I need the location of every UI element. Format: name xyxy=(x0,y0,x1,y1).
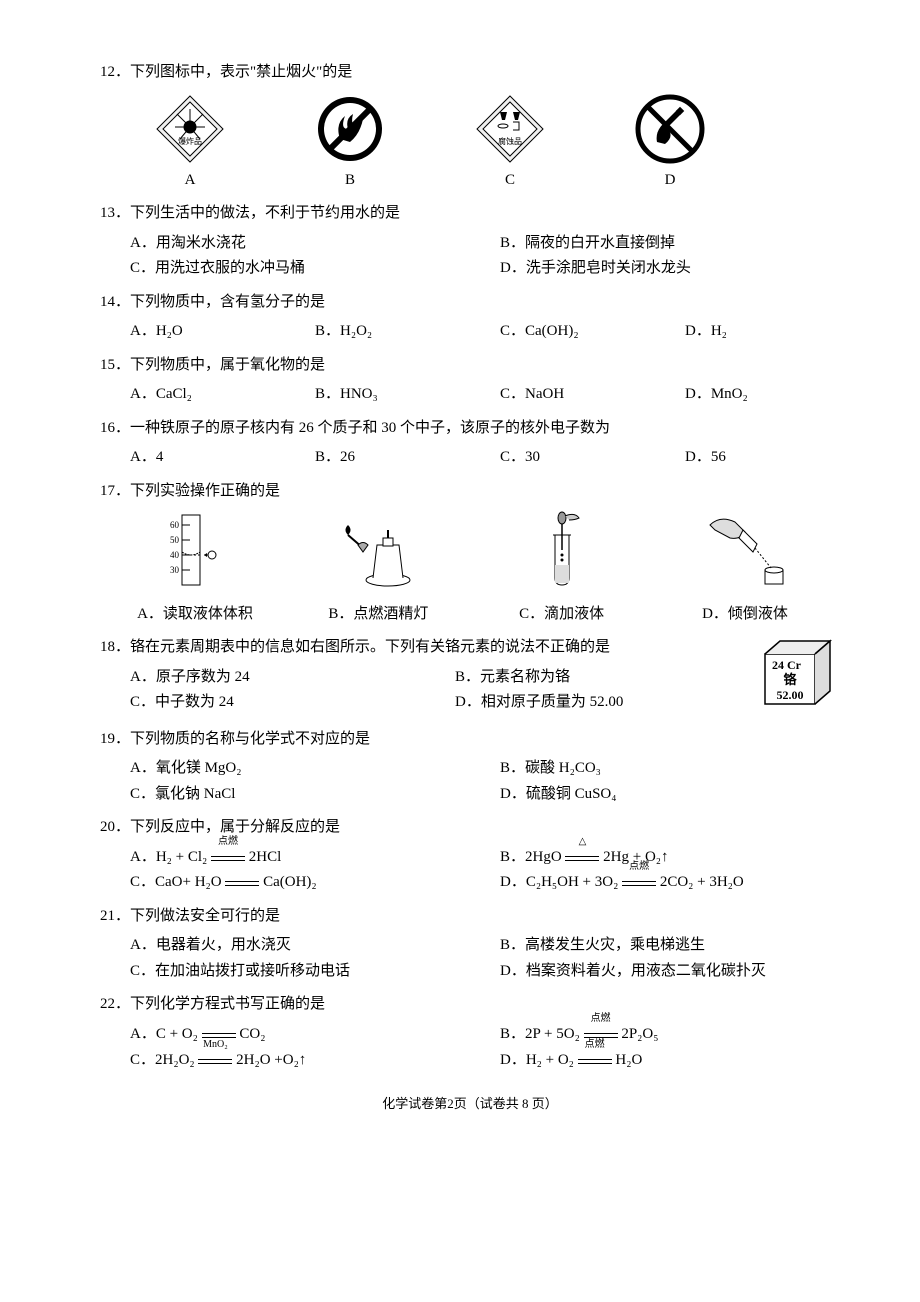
q17-img-a: 60 50 40 30 xyxy=(120,510,270,600)
q12-icon-b xyxy=(300,94,400,164)
q17-img-b xyxy=(303,510,453,600)
question-17: 17．下列实验操作正确的是 60 50 40 30 xyxy=(100,479,840,628)
q19-opt-c: C．氯化钠 NaCl xyxy=(100,782,470,808)
q22-opt-c: C．2H₂O₂ MnO₂ 2H₂O +O₂↑ xyxy=(100,1048,470,1074)
q16-opt-c: C．30 xyxy=(470,445,655,471)
q12-icons: 爆炸品 腐蚀品 xyxy=(100,94,840,164)
q21-opt-c: C．在加油站拨打或接听移动电话 xyxy=(100,959,470,985)
q22-opt-b: B．2P + 5O₂ 点燃 2P₂O₅ xyxy=(470,1022,840,1048)
question-16: 16．一种铁原子的原子核内有 26 个质子和 30 个中子，该原子的核外电子数为… xyxy=(100,416,840,471)
q14-opt-d: D．H₂ xyxy=(655,319,840,345)
q18-element-box: 24 Cr 铬 52.00 xyxy=(760,639,840,719)
q18-opt-d: D．相对原子质量为 52.00 xyxy=(425,690,750,716)
q17-opt-a: A．读取液体体积 xyxy=(120,602,270,628)
svg-text:爆炸品: 爆炸品 xyxy=(178,136,202,146)
svg-text:30: 30 xyxy=(170,565,180,575)
q22-stem: 22．下列化学方程式书写正确的是 xyxy=(100,992,840,1018)
q14-opt-c: C．Ca(OH)₂ xyxy=(470,319,655,345)
question-22: 22．下列化学方程式书写正确的是 A．C + O₂ CO₂ B．2P + 5O₂… xyxy=(100,992,840,1073)
question-13: 13．下列生活中的做法，不利于节约用水的是 A．用淘米水浇花 B．隔夜的白开水直… xyxy=(100,201,840,282)
q18-opt-c: C．中子数为 24 xyxy=(100,690,425,716)
q16-opt-b: B．26 xyxy=(285,445,470,471)
q17-opt-c: C．滴加液体 xyxy=(487,602,637,628)
q17-opt-b: B．点燃酒精灯 xyxy=(303,602,453,628)
q18-stem: 18．铬在元素周期表中的信息如右图所示。下列有关铬元素的说法不正确的是 xyxy=(100,635,750,661)
q14-opt-a: A．H₂O xyxy=(100,319,285,345)
q21-opt-b: B．高楼发生火灾，乘电梯逃生 xyxy=(470,933,840,959)
svg-text:52.00: 52.00 xyxy=(777,688,804,702)
svg-text:24 Cr: 24 Cr xyxy=(772,658,802,672)
question-14: 14．下列物质中，含有氢分子的是 A．H₂O B．H₂O₂ C．Ca(OH)₂ … xyxy=(100,290,840,345)
q12-icon-a: 爆炸品 xyxy=(140,94,240,164)
q12-label-c: C xyxy=(460,168,560,194)
q12-label-a: A xyxy=(140,168,240,194)
q12-icon-d xyxy=(620,94,720,164)
q20-opt-d: D．C₂H₅OH + 3O₂ 点燃 2CO₂ + 3H₂O xyxy=(470,870,840,896)
q17-img-c xyxy=(487,510,637,600)
q12-label-b: B xyxy=(300,168,400,194)
page-footer: 化学试卷第2页（试卷共 8 页） xyxy=(100,1093,840,1115)
q22-opt-d: D．H₂ + O₂ 点燃 H₂O xyxy=(470,1048,840,1074)
q21-opt-a: A．电器着火，用水浇灭 xyxy=(100,933,470,959)
q12-icon-c: 腐蚀品 xyxy=(460,94,560,164)
q17-opt-d: D．倾倒液体 xyxy=(670,602,820,628)
q20-opt-a: A．H₂ + Cl₂ 点燃 2HCl xyxy=(100,845,470,871)
q14-opt-b: B．H₂O₂ xyxy=(285,319,470,345)
q15-opt-a: A．CaCl₂ xyxy=(100,382,285,408)
q19-opt-b: B．碳酸 H₂CO₃ xyxy=(470,756,840,782)
q22-opt-a: A．C + O₂ CO₂ xyxy=(100,1022,470,1048)
q17-labels: A．读取液体体积 B．点燃酒精灯 C．滴加液体 D．倾倒液体 xyxy=(100,602,840,628)
question-20: 20．下列反应中，属于分解反应的是 A．H₂ + Cl₂ 点燃 2HCl B．2… xyxy=(100,815,840,896)
svg-text:60: 60 xyxy=(170,520,180,530)
q18-opt-a: A．原子序数为 24 xyxy=(100,665,425,691)
q13-opt-c: C．用洗过衣服的水冲马桶 xyxy=(100,256,470,282)
svg-text:40: 40 xyxy=(170,550,180,560)
q12-labels: A B C D xyxy=(100,168,840,194)
svg-text:腐蚀品: 腐蚀品 xyxy=(498,136,522,146)
q16-opt-d: D．56 xyxy=(655,445,840,471)
q21-stem: 21．下列做法安全可行的是 xyxy=(100,904,840,930)
q13-opt-b: B．隔夜的白开水直接倒掉 xyxy=(470,231,840,257)
q13-stem: 13．下列生活中的做法，不利于节约用水的是 xyxy=(100,201,840,227)
q12-label-d: D xyxy=(620,168,720,194)
question-21: 21．下列做法安全可行的是 A．电器着火，用水浇灭 B．高楼发生火灾，乘电梯逃生… xyxy=(100,904,840,985)
q17-images: 60 50 40 30 xyxy=(100,510,840,600)
q15-stem: 15．下列物质中，属于氧化物的是 xyxy=(100,353,840,379)
q18-opt-b: B．元素名称为铬 xyxy=(425,665,750,691)
question-12: 12．下列图标中，表示"禁止烟火"的是 爆炸品 xyxy=(100,60,840,193)
svg-text:50: 50 xyxy=(170,535,180,545)
q13-opt-d: D．洗手涂肥皂时关闭水龙头 xyxy=(470,256,840,282)
q19-stem: 19．下列物质的名称与化学式不对应的是 xyxy=(100,727,840,753)
question-18: 18．铬在元素周期表中的信息如右图所示。下列有关铬元素的说法不正确的是 A．原子… xyxy=(100,635,840,719)
q21-opt-d: D．档案资料着火，用液态二氧化碳扑灭 xyxy=(470,959,840,985)
q12-stem: 12．下列图标中，表示"禁止烟火"的是 xyxy=(100,60,840,86)
q14-stem: 14．下列物质中，含有氢分子的是 xyxy=(100,290,840,316)
q13-opt-a: A．用淘米水浇花 xyxy=(100,231,470,257)
q17-img-d xyxy=(670,510,820,600)
q19-opt-a: A．氧化镁 MgO₂ xyxy=(100,756,470,782)
q16-stem: 16．一种铁原子的原子核内有 26 个质子和 30 个中子，该原子的核外电子数为 xyxy=(100,416,840,442)
q15-opt-d: D．MnO₂ xyxy=(655,382,840,408)
q17-stem: 17．下列实验操作正确的是 xyxy=(100,479,840,505)
q20-opt-c: C．CaO+ H₂O Ca(OH)₂ xyxy=(100,870,470,896)
q15-opt-b: B．HNO₃ xyxy=(285,382,470,408)
question-19: 19．下列物质的名称与化学式不对应的是 A．氧化镁 MgO₂ B．碳酸 H₂CO… xyxy=(100,727,840,808)
q19-opt-d: D．硫酸铜 CuSO₄ xyxy=(470,782,840,808)
q16-opt-a: A．4 xyxy=(100,445,285,471)
svg-text:铬: 铬 xyxy=(783,672,797,687)
q15-opt-c: C．NaOH xyxy=(470,382,655,408)
question-15: 15．下列物质中，属于氧化物的是 A．CaCl₂ B．HNO₃ C．NaOH D… xyxy=(100,353,840,408)
